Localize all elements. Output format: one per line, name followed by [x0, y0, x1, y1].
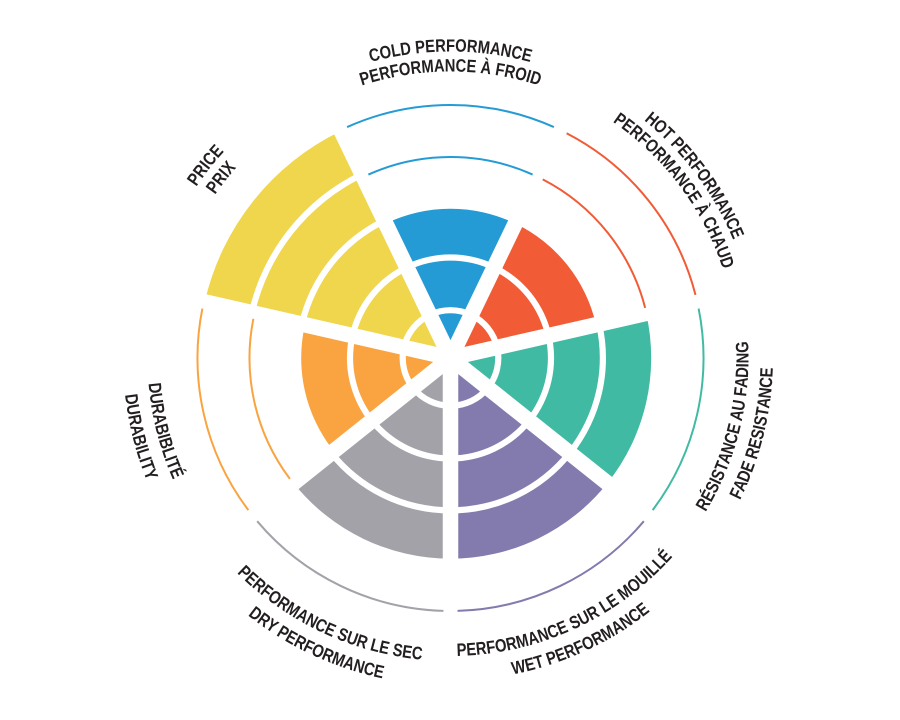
- svg-text:A: A: [149, 412, 170, 427]
- svg-text:E: E: [466, 640, 477, 660]
- svg-text:F: F: [446, 36, 455, 56]
- svg-text:S: S: [391, 640, 404, 661]
- svg-text:E: E: [466, 57, 477, 77]
- svg-text:R: R: [475, 639, 488, 660]
- svg-text:C: C: [756, 376, 776, 388]
- svg-text:F: F: [731, 386, 752, 397]
- svg-text:E: E: [425, 37, 436, 57]
- svg-text:R: R: [503, 61, 518, 82]
- svg-text:E: E: [523, 654, 537, 676]
- svg-text:E: E: [401, 642, 414, 663]
- svg-text:O: O: [378, 42, 394, 64]
- svg-text:I: I: [524, 67, 533, 87]
- svg-text:P: P: [414, 37, 426, 58]
- svg-text:P: P: [456, 640, 467, 660]
- svg-text:R: R: [504, 633, 519, 654]
- svg-text:B: B: [151, 422, 173, 437]
- svg-text:R: R: [377, 63, 392, 85]
- svg-text:R: R: [147, 402, 168, 416]
- svg-text:C: C: [509, 42, 524, 64]
- svg-text:N: N: [733, 353, 753, 364]
- svg-text:F: F: [485, 637, 497, 658]
- svg-text:O: O: [455, 36, 467, 56]
- svg-text:A: A: [732, 376, 753, 388]
- svg-text:I: I: [733, 363, 753, 368]
- svg-text:À: À: [479, 57, 492, 79]
- svg-text:O: O: [513, 64, 529, 86]
- svg-text:F: F: [494, 60, 506, 81]
- svg-text:M: M: [421, 57, 435, 78]
- svg-text:A: A: [727, 408, 748, 422]
- svg-text:E: E: [377, 637, 391, 658]
- svg-text:I: I: [135, 455, 155, 465]
- svg-text:E: E: [757, 367, 777, 378]
- svg-text:D: D: [733, 367, 753, 379]
- svg-text:B: B: [128, 433, 150, 448]
- svg-text:G: G: [733, 341, 753, 353]
- svg-text:R: R: [435, 36, 446, 56]
- svg-text:S: S: [747, 427, 768, 441]
- svg-text:I: I: [750, 423, 770, 431]
- svg-text:C: C: [411, 643, 424, 664]
- svg-text:O: O: [398, 59, 413, 80]
- svg-text:S: S: [751, 414, 772, 428]
- svg-text:W: W: [510, 656, 528, 678]
- svg-text:U: U: [122, 403, 143, 417]
- svg-text:A: A: [489, 39, 502, 60]
- svg-text:E: E: [372, 661, 386, 682]
- svg-text:M: M: [514, 631, 531, 653]
- svg-text:I: I: [153, 432, 173, 441]
- svg-text:N: N: [499, 40, 513, 61]
- svg-text:M: M: [477, 37, 491, 58]
- svg-text:L: L: [390, 40, 402, 61]
- svg-text:U: U: [729, 398, 750, 412]
- svg-text:I: I: [131, 443, 151, 452]
- svg-text:C: C: [367, 45, 382, 67]
- svg-text:C: C: [361, 659, 376, 681]
- svg-text:R: R: [466, 37, 478, 57]
- svg-text:A: A: [754, 396, 775, 409]
- svg-text:E: E: [724, 422, 745, 436]
- svg-text:A: A: [434, 56, 446, 76]
- svg-text:F: F: [388, 61, 401, 82]
- svg-text:A: A: [126, 423, 148, 438]
- svg-text:E: E: [520, 45, 534, 67]
- svg-text:I: I: [161, 453, 181, 464]
- svg-text:D: D: [121, 393, 142, 406]
- svg-text:T: T: [752, 406, 773, 418]
- svg-text:R: R: [409, 58, 422, 79]
- svg-text:O: O: [493, 635, 508, 656]
- svg-text:R: R: [124, 413, 145, 427]
- svg-text:N: N: [755, 387, 776, 400]
- svg-text:C: C: [455, 56, 466, 76]
- svg-text:D: D: [144, 382, 165, 395]
- svg-text:D: D: [399, 39, 412, 60]
- svg-text:N: N: [445, 56, 456, 76]
- svg-text:U: U: [145, 392, 166, 405]
